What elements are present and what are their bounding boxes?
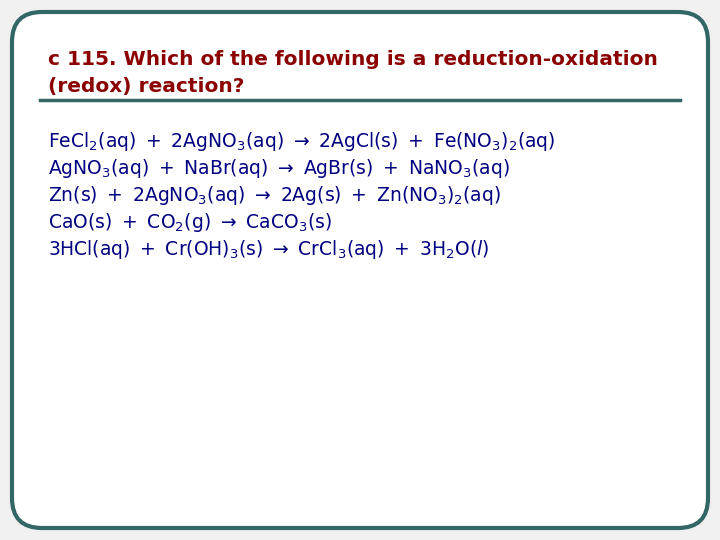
Text: (redox) reaction?: (redox) reaction?: [48, 77, 244, 96]
Text: $\mathrm{FeCl_2(aq)\ +\ 2AgNO_3(aq)\ \rightarrow\ 2AgCl(s)\ +\ Fe(NO_3)_2(aq)}$: $\mathrm{FeCl_2(aq)\ +\ 2AgNO_3(aq)\ \ri…: [48, 130, 556, 153]
Text: $\mathrm{Zn(s)\ +\ 2AgNO_3(aq)\ \rightarrow\ 2Ag(s)\ +\ Zn(NO_3)_2(aq)}$: $\mathrm{Zn(s)\ +\ 2AgNO_3(aq)\ \rightar…: [48, 184, 501, 207]
Text: $\mathrm{CaO(s)\ +\ CO_2(g)\ \rightarrow\ CaCO_3(s)}$: $\mathrm{CaO(s)\ +\ CO_2(g)\ \rightarrow…: [48, 211, 332, 234]
FancyBboxPatch shape: [12, 12, 708, 528]
Text: c 115. Which of the following is a reduction-oxidation: c 115. Which of the following is a reduc…: [48, 50, 658, 69]
Text: $\mathrm{AgNO_3(aq)\ +\ NaBr(aq)\ \rightarrow\ AgBr(s)\ +\ NaNO_3(aq)}$: $\mathrm{AgNO_3(aq)\ +\ NaBr(aq)\ \right…: [48, 157, 510, 180]
Text: $\mathrm{3HCl(aq)\ +\ Cr(OH)_3(s)\ \rightarrow\ CrCl_3(aq)\ +\ 3H_2O(\mathit{l}): $\mathrm{3HCl(aq)\ +\ Cr(OH)_3(s)\ \righ…: [48, 238, 490, 261]
